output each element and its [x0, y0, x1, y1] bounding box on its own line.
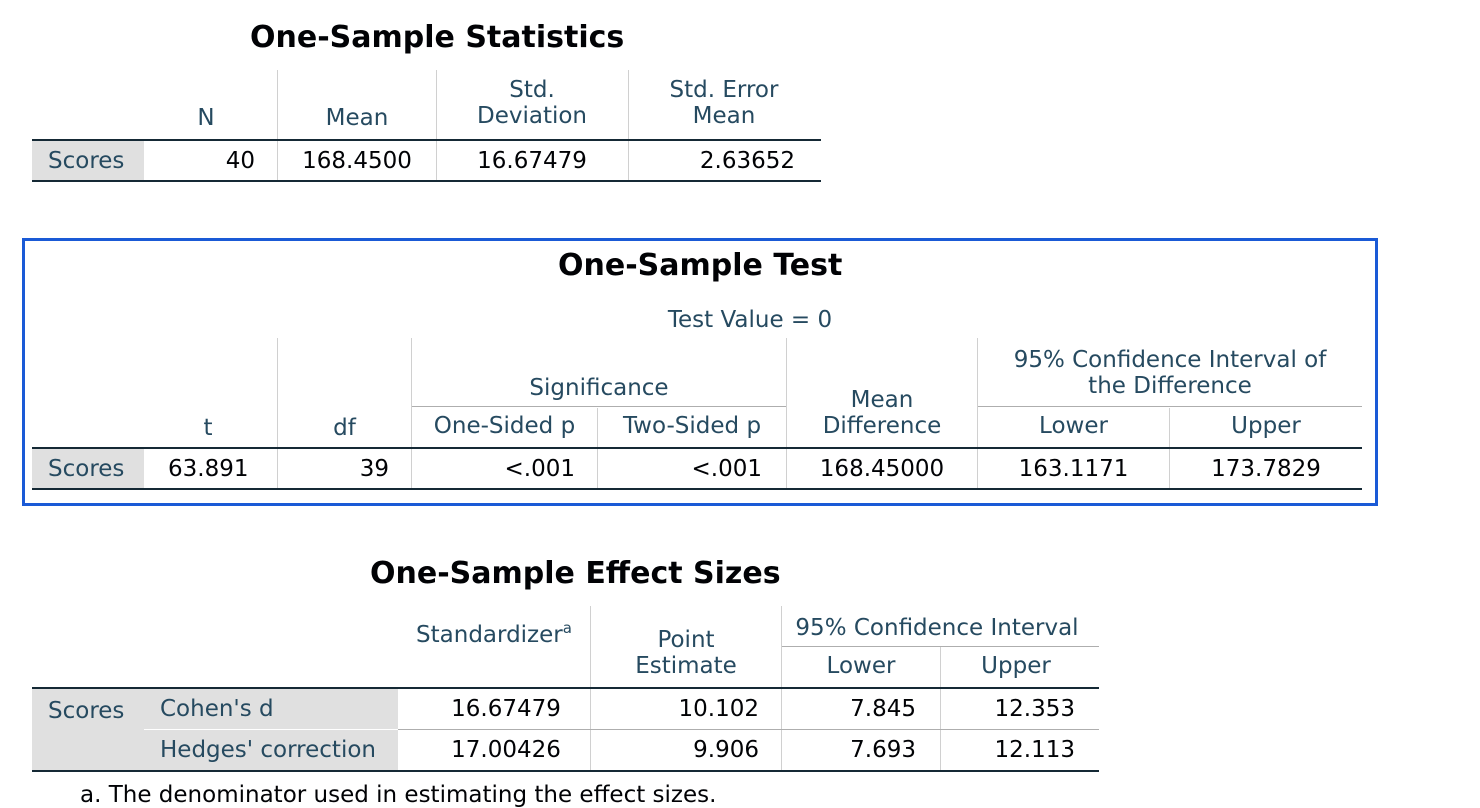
header-std-error-mean: Std. Error Mean — [629, 77, 819, 129]
header-standardizer: Standardizera — [398, 615, 590, 648]
effect-group-label-text: Scores — [48, 698, 125, 724]
effect-footnote: a. The denominator used in estimating th… — [80, 782, 717, 808]
test-value-label: Test Value = 0 — [667, 307, 833, 333]
header-point-line1: Point — [657, 627, 715, 653]
test-lower-value: 163.1171 — [1018, 455, 1129, 482]
header-effect-lower: Lower — [826, 653, 896, 679]
effect-sizes-title: One-Sample Effect Sizes — [370, 556, 781, 591]
stats-n-value: 40 — [225, 147, 255, 174]
header-std-deviation: Std. Deviation — [437, 77, 627, 129]
header-std-deviation-line2: Deviation — [476, 103, 587, 129]
effect-row-label: Hedges' correction — [144, 730, 398, 770]
one-sample-test-table[interactable] — [22, 238, 1378, 506]
test-row-label: Scores — [32, 449, 144, 488]
test-upper-value: 173.7829 — [1211, 455, 1321, 482]
test-t-value: 63.891 — [168, 455, 249, 482]
effect-row-point: 9.906 — [693, 737, 759, 763]
header-mean-difference: Mean Difference — [787, 387, 977, 439]
header-std-error-line2: Mean — [692, 103, 756, 129]
stats-std-deviation-value: 16.67479 — [477, 147, 587, 174]
effect-row-upper: 12.353 — [994, 696, 1075, 722]
effect-row-standardizer: 17.00426 — [451, 737, 561, 763]
header-upper: Upper — [1231, 413, 1301, 439]
header-mean-difference-line2: Difference — [822, 413, 942, 439]
header-significance: Significance — [529, 375, 669, 401]
header-point-estimate: Point Estimate — [591, 627, 781, 679]
stats-row-label: Scores — [32, 141, 144, 180]
header-confidence-interval: 95% Confidence Interval of the Differenc… — [978, 347, 1362, 399]
header-one-sided-p: One-Sided p — [433, 413, 576, 439]
header-two-sided-p: Two-Sided p — [622, 413, 762, 439]
test-df-value: 39 — [359, 455, 389, 482]
effect-row-label: Cohen's d — [144, 689, 398, 729]
header-df: df — [333, 415, 356, 441]
header-ci-line2: the Difference — [1088, 373, 1252, 399]
header-point-line2: Estimate — [635, 653, 737, 679]
header-standardizer-label: Standardizer — [416, 622, 563, 648]
effect-row-point: 10.102 — [678, 696, 759, 722]
header-mean: Mean — [325, 105, 389, 131]
header-std-deviation-line1: Std. — [509, 77, 555, 103]
header-std-error-line1: Std. Error — [669, 77, 779, 103]
test-title: One-Sample Test — [558, 248, 843, 283]
header-effect-upper: Upper — [981, 653, 1051, 679]
test-mean-difference-value: 168.45000 — [819, 455, 945, 482]
test-two-sided-value: <.001 — [691, 455, 762, 482]
stats-mean-value: 168.4500 — [302, 147, 412, 174]
header-lower: Lower — [1039, 413, 1108, 439]
test-one-sided-value: <.001 — [504, 455, 575, 482]
effect-row-lower: 7.693 — [850, 737, 916, 763]
effect-row-lower: 7.845 — [850, 696, 916, 722]
stats-std-error-value: 2.63652 — [699, 147, 795, 174]
effect-group-label: Scores — [32, 689, 144, 770]
statistics-title: One-Sample Statistics — [250, 20, 625, 55]
header-t: t — [203, 415, 213, 441]
effect-row-standardizer: 16.67479 — [451, 696, 561, 722]
effect-row-upper: 12.113 — [994, 737, 1075, 763]
header-n: N — [197, 105, 215, 131]
header-mean-difference-line1: Mean — [850, 387, 914, 413]
header-ci-line1: 95% Confidence Interval of — [1013, 347, 1327, 373]
footnote-marker-a: a — [562, 619, 572, 637]
header-effect-ci: 95% Confidence Interval — [795, 615, 1079, 641]
